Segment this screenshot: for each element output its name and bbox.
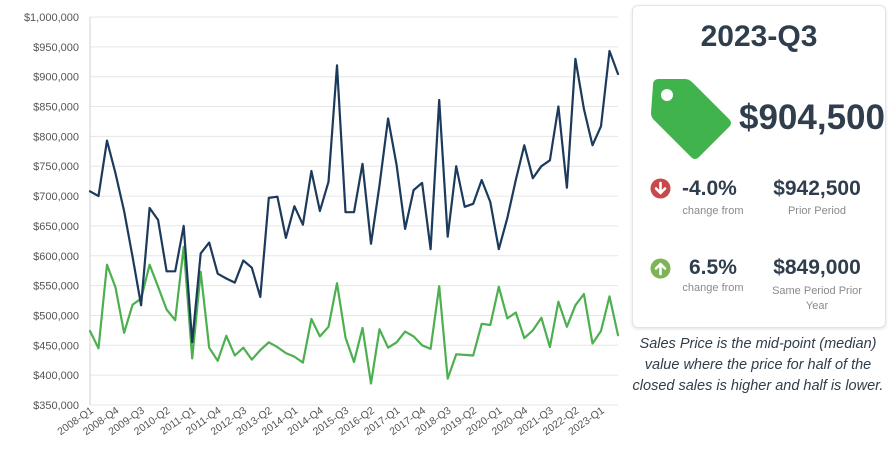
series-lines <box>88 49 620 385</box>
yoy-change-label: change from <box>682 282 744 294</box>
summary-card: 2023-Q3 $904,500 -4.0% change from $942,… <box>632 5 886 328</box>
y-tick-label: $1,000,000 <box>24 12 79 24</box>
current-price: $904,500 <box>739 98 885 137</box>
same-period-label: Same Period Prior Year <box>772 285 862 312</box>
y-tick-label: $900,000 <box>33 72 79 84</box>
series-line <box>88 245 620 385</box>
yoy-change-percent: 6.5% <box>689 256 737 279</box>
y-tick-label: $600,000 <box>33 251 79 263</box>
definition-note: Sales Price is the mid-point (median) va… <box>632 336 884 394</box>
prior-change-label: change from <box>682 205 744 217</box>
y-tick-label: $400,000 <box>33 370 79 382</box>
y-tick-label: $700,000 <box>33 191 79 203</box>
period-title: 2023-Q3 <box>700 20 818 53</box>
same-period-value: $849,000 <box>773 256 861 279</box>
y-tick-label: $650,000 <box>33 221 79 233</box>
y-tick-label: $800,000 <box>33 131 79 143</box>
y-tick-label: $950,000 <box>33 42 79 54</box>
prior-change-percent: -4.0% <box>682 177 737 200</box>
price-tag-icon <box>651 79 731 159</box>
arrow-up-icon <box>650 258 671 279</box>
y-tick-label: $750,000 <box>33 161 79 173</box>
y-tick-label: $550,000 <box>33 281 79 293</box>
arrow-down-icon <box>650 178 671 199</box>
series-line <box>88 49 620 344</box>
x-axis-ticks: 2008-Q12008-Q42009-Q32010-Q22011-Q12011-… <box>55 405 606 438</box>
y-tick-label: $500,000 <box>33 310 79 322</box>
prior-period-label: Prior Period <box>787 205 847 217</box>
line-chart: $350,000 $400,000 $450,000 $500,000 $550,000… <box>24 12 620 438</box>
y-tick-label: $450,000 <box>33 340 79 352</box>
y-tick-label: $850,000 <box>33 102 79 114</box>
y-axis-ticks: $350,000 $400,000 $450,000 $500,000 $550,000… <box>24 12 79 412</box>
y-tick-label: $350,000 <box>33 400 79 412</box>
prior-period-value: $942,500 <box>773 177 861 200</box>
